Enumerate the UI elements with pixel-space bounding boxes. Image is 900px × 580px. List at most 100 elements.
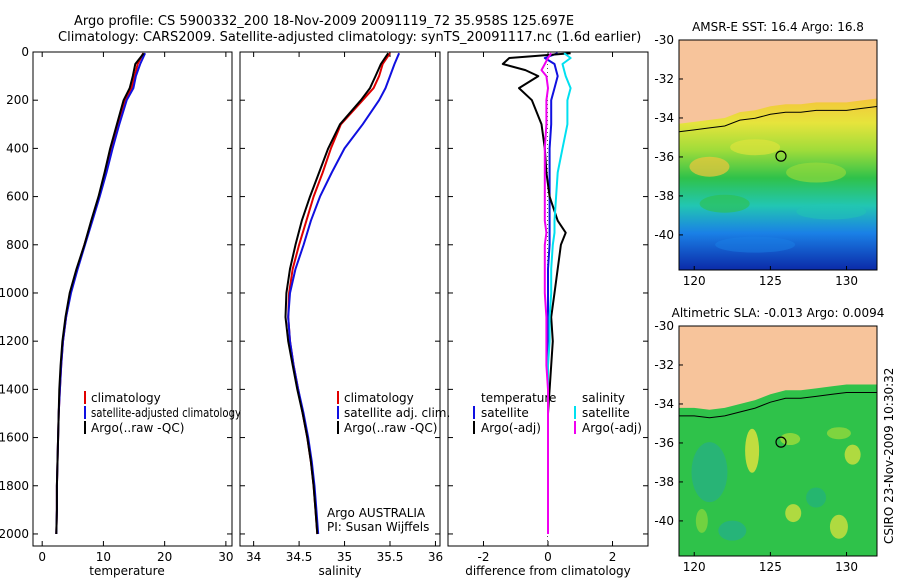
x-tick-label: 34.5	[286, 550, 313, 564]
sst-map	[679, 40, 877, 270]
difference-axes: -2 0 2	[448, 51, 648, 564]
legend-header-salinity: salinity	[582, 391, 625, 405]
series-line-satellite-adj-clim-	[287, 52, 401, 535]
x-tick-label: 20	[157, 550, 172, 564]
y-tick-label: 800	[6, 238, 29, 252]
y-tick-label: -40	[654, 228, 674, 242]
sla-shelf-contour	[679, 392, 877, 419]
temperature-panel-frame	[32, 51, 233, 547]
legend-label-argo: Argo(..raw -QC)	[91, 421, 184, 435]
field-patch	[844, 444, 861, 465]
pi-label: PI: Susan Wijffels	[327, 520, 429, 534]
x-tick-label: 35.5	[377, 550, 404, 564]
y-tick-label: 400	[6, 141, 29, 155]
field-patch	[786, 162, 847, 183]
y-tick-label: 1000	[0, 286, 29, 300]
program-label: Argo AUSTRALIA	[327, 506, 426, 520]
y-tick-label: -36	[654, 150, 674, 164]
field-patch	[715, 236, 796, 253]
salinity-axes: 34 34.5 35 35.5 36	[240, 51, 443, 564]
series-line-salinity-argo-adj-	[540, 52, 553, 534]
difference-series	[501, 52, 572, 534]
difference-legend: temperature satellite Argo(-adj) salinit…	[473, 391, 642, 435]
sst-land-mask	[679, 40, 877, 124]
legend-label-satellite: satellite adj. clim.	[344, 406, 450, 420]
difference-axis-label: difference from climatology	[465, 564, 631, 578]
y-tick-label: -30	[654, 319, 674, 333]
temperature-axis-label: temperature	[89, 564, 164, 578]
sst-map-title: AMSR-E SST: 16.4 Argo: 16.8	[692, 20, 864, 34]
x-tick-label: 10	[96, 550, 111, 564]
x-tick-label: 120	[683, 274, 706, 288]
figure-title-line2: Climatology: CARS2009. Satellite-adjuste…	[58, 30, 641, 45]
sla-map-axes: 120 125 130 -30 -32 -34 -36 -38 -40	[654, 319, 858, 574]
x-tick-label: 30	[218, 550, 233, 564]
y-tick-label: 2000	[0, 527, 29, 541]
x-tick-label: 34	[246, 550, 261, 564]
y-tick-label: 1800	[0, 479, 29, 493]
field-patch	[689, 156, 730, 177]
sst-shelf-contour	[679, 106, 877, 133]
x-tick-label: -2	[477, 550, 489, 564]
x-tick-label: 125	[759, 560, 782, 574]
x-tick-label: 0	[38, 550, 46, 564]
sla-field-texture	[691, 427, 861, 541]
legend-label-sal-satellite: satellite	[582, 406, 630, 420]
sla-map-title: Altimetric SLA: -0.013 Argo: 0.0094	[672, 306, 885, 320]
credit-label: CSIRO 23-Nov-2009 10:30:32	[882, 368, 896, 544]
salinity-legend: climatology satellite adj. clim. Argo(..…	[337, 391, 450, 435]
sla-land-mask	[679, 326, 877, 410]
y-tick-label: -30	[654, 33, 674, 47]
y-tick-label: -36	[654, 436, 674, 450]
y-tick-label: 1600	[0, 431, 29, 445]
temperature-series	[55, 52, 147, 535]
field-patch	[806, 487, 827, 508]
legend-label-argo: Argo(..raw -QC)	[344, 421, 437, 435]
y-tick-label: 600	[6, 190, 29, 204]
salinity-panel-frame	[239, 51, 441, 547]
y-tick-label: -38	[654, 189, 674, 203]
x-tick-label: 130	[835, 274, 858, 288]
temperature-axes: 0 10 20 30 0 200 400 600 800 1000 1200 1400 1600 1800…	[0, 45, 234, 564]
field-patch	[695, 508, 708, 533]
field-patch	[745, 428, 760, 473]
temperature-legend: climatology satellite-adjusted climatolo…	[84, 391, 241, 435]
field-patch	[780, 433, 801, 446]
series-line-temperature-argo-adj-	[501, 52, 571, 534]
legend-label-temp-satellite: satellite	[481, 406, 529, 420]
field-patch	[718, 520, 747, 541]
x-tick-label: 35	[337, 550, 352, 564]
figure-title-line1: Argo profile: CS 5900332_200 18-Nov-2009…	[74, 14, 574, 29]
x-tick-label: 2	[609, 550, 617, 564]
sla-float-marker	[775, 436, 787, 448]
salinity-axis-label: salinity	[318, 564, 361, 578]
x-tick-label: 125	[759, 274, 782, 288]
field-patch	[829, 514, 848, 539]
x-tick-label: 36	[428, 550, 443, 564]
y-tick-label: 1200	[0, 334, 29, 348]
y-tick-label: -34	[654, 111, 674, 125]
x-tick-label: 130	[835, 560, 858, 574]
field-patch	[730, 139, 781, 156]
series-line-argo-raw-qc-	[284, 52, 390, 535]
y-tick-label: -38	[654, 475, 674, 489]
legend-label-climatology: climatology	[344, 391, 414, 405]
y-tick-label: -32	[654, 72, 674, 86]
field-patch	[699, 194, 750, 213]
sla-map-frame	[678, 325, 878, 557]
x-tick-label: 0	[544, 550, 552, 564]
sla-map	[679, 326, 877, 556]
y-tick-label: 0	[21, 45, 29, 59]
sst-map-axes: 120 125 130 -30 -32 -34 -36 -38 -40	[654, 33, 858, 288]
legend-label-satellite: satellite-adjusted climatology	[91, 406, 241, 420]
y-tick-label: 1400	[0, 382, 29, 396]
sst-map-frame	[678, 39, 878, 271]
salinity-series	[284, 52, 401, 535]
legend-label-temp-argo: Argo(-adj)	[481, 421, 541, 435]
x-tick-label: 120	[683, 560, 706, 574]
legend-header-temperature: temperature	[481, 391, 556, 405]
legend-label-sal-argo: Argo(-adj)	[582, 421, 642, 435]
y-tick-label: -40	[654, 514, 674, 528]
field-patch	[785, 504, 802, 523]
